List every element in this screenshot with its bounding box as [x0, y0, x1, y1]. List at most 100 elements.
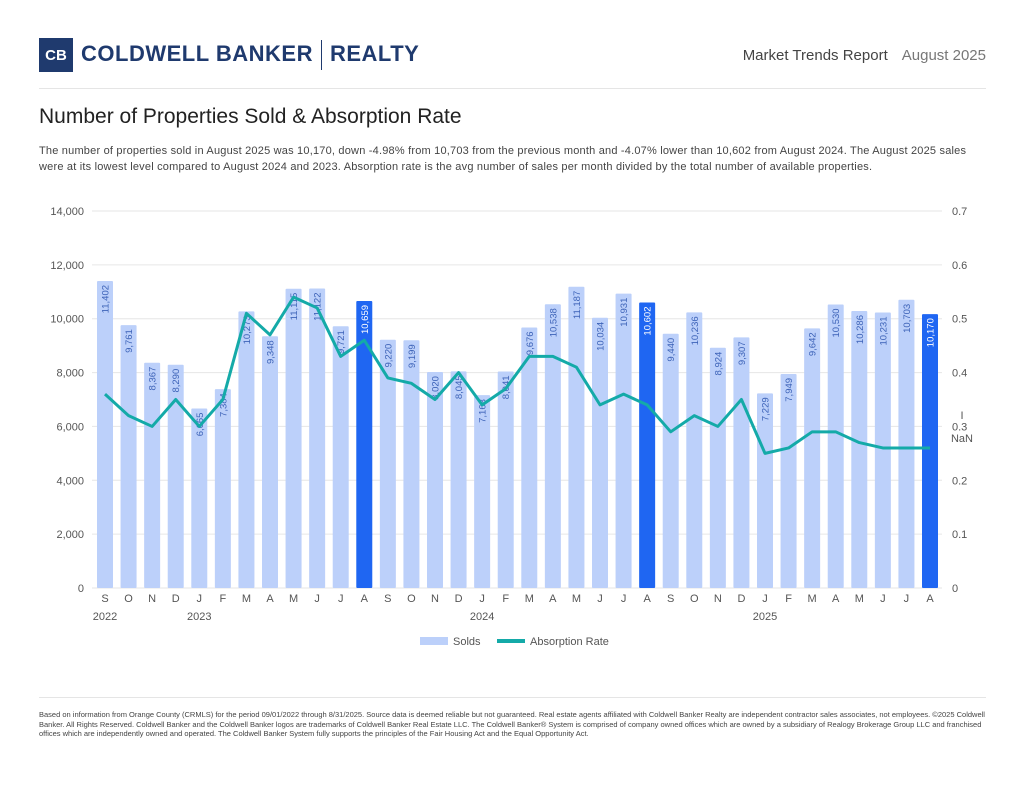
- y-tick-label: 4,000: [56, 475, 84, 487]
- bar: [191, 408, 208, 588]
- logo-text-primary: COLDWELL BANKER: [81, 40, 313, 66]
- y-tick-label: 6,000: [56, 421, 84, 433]
- legend-solds-swatch: [420, 637, 448, 645]
- bar-label: 8,290: [171, 369, 182, 393]
- bar-label: 11,402: [101, 285, 112, 313]
- x-tick-label: D: [737, 593, 745, 605]
- bar: [356, 300, 373, 588]
- bar: [97, 280, 113, 588]
- x-tick-label: N: [431, 593, 439, 605]
- y-tick-label: 2,000: [56, 529, 84, 541]
- y2-tick-label: 0: [952, 583, 958, 595]
- bar: [332, 326, 349, 588]
- x-tick-label: M: [289, 593, 298, 605]
- page-title: Number of Properties Sold & Absorption R…: [39, 105, 462, 128]
- bar: [167, 364, 184, 588]
- bar: [874, 312, 891, 588]
- bar-label: 10,931: [619, 298, 630, 327]
- bar: [898, 299, 915, 588]
- x-tick-label: N: [148, 593, 156, 605]
- bar-label: 7,229: [761, 397, 772, 421]
- bar-label: 9,440: [666, 338, 677, 362]
- x-tick-label: J: [479, 593, 485, 605]
- bar-label: 9,642: [808, 332, 819, 356]
- bar: [733, 337, 750, 588]
- bar-label: 10,659: [360, 305, 371, 334]
- logo-mark: CB: [39, 38, 73, 72]
- bar: [922, 314, 938, 588]
- y-tick-label: 10,000: [50, 314, 84, 326]
- bar: [262, 336, 278, 588]
- footer-disclaimer: Based on information from Orange County …: [39, 710, 985, 738]
- bar-label: 10,170: [926, 318, 937, 347]
- y2-annotation: NaN: [951, 433, 973, 445]
- report-header: Market Trends Report August 2025: [743, 47, 986, 64]
- x-tick-label: D: [172, 593, 180, 605]
- bar-label: 10,530: [831, 308, 842, 337]
- bar: [379, 339, 396, 588]
- bar: [615, 293, 632, 588]
- y-tick-label: 0: [78, 583, 84, 595]
- bar: [497, 371, 514, 588]
- logo: CB COLDWELL BANKER REALTY: [39, 38, 419, 72]
- x-tick-label: S: [101, 593, 108, 605]
- x-tick-label: O: [407, 593, 416, 605]
- divider: [39, 697, 986, 698]
- x-tick-label: J: [314, 593, 320, 605]
- bar: [568, 286, 585, 588]
- x-tick-label: F: [502, 593, 509, 605]
- bar: [804, 328, 821, 588]
- y-tick-label: 8,000: [56, 368, 84, 380]
- y-tick-label: 14,000: [50, 206, 84, 218]
- bar-label: 8,020: [431, 376, 442, 400]
- bar-label: 9,348: [266, 340, 277, 364]
- x-tick-label: M: [572, 593, 581, 605]
- bar-label: 7,384: [218, 393, 229, 417]
- x-tick-label: F: [785, 593, 792, 605]
- bar-label: 9,199: [407, 344, 418, 368]
- absorption-line: [103, 295, 930, 455]
- y2-tick-label: 0.1: [952, 529, 967, 541]
- x-tick-label: J: [880, 593, 886, 605]
- x-tick-label: A: [832, 593, 840, 605]
- x-tick-label: O: [690, 593, 699, 605]
- bar: [427, 372, 443, 588]
- bar-label: 10,538: [548, 308, 559, 337]
- bar: [851, 311, 868, 588]
- legend-solds-label: Solds: [453, 636, 481, 648]
- bar-label: 11,115: [289, 293, 300, 321]
- x-tick-label: J: [597, 593, 603, 605]
- report-date: August 2025: [901, 47, 986, 64]
- bar: [285, 288, 302, 588]
- bar-label: 9,676: [525, 331, 536, 355]
- y2-annotation-mark: I: [960, 410, 963, 422]
- y2-tick-label: 0.2: [952, 475, 967, 487]
- x-tick-label: S: [384, 593, 391, 605]
- report-name: Market Trends Report: [742, 47, 888, 64]
- bar: [120, 325, 137, 588]
- bar-label: 8,924: [713, 352, 724, 376]
- bar: [709, 347, 726, 588]
- logo-text: COLDWELL BANKER REALTY: [81, 40, 419, 70]
- logo-separator: [320, 40, 322, 70]
- bar-label: 10,703: [902, 304, 913, 333]
- x-year-label: 2023: [187, 611, 211, 623]
- bar: [757, 393, 773, 588]
- bar: [544, 304, 561, 588]
- x-tick-label: A: [643, 593, 651, 605]
- bar: [592, 317, 608, 588]
- x-tick-label: M: [855, 593, 864, 605]
- bar-label: 10,273: [242, 315, 253, 344]
- x-tick-label: A: [361, 593, 369, 605]
- y-tick-label: 12,000: [50, 260, 84, 272]
- chart: 0 0 2,000 0.1 4,000 0.2 6,000 0.3 8,000 0.4 10,000…: [50, 206, 973, 648]
- bar: [662, 333, 679, 588]
- bar: [780, 373, 797, 588]
- y2-tick-label: 0.7: [952, 206, 967, 218]
- bar-label: 11,187: [572, 291, 583, 319]
- x-tick-label: N: [714, 593, 722, 605]
- x-tick-label: J: [621, 593, 627, 605]
- x-tick-label: O: [124, 593, 133, 605]
- bar: [214, 389, 231, 588]
